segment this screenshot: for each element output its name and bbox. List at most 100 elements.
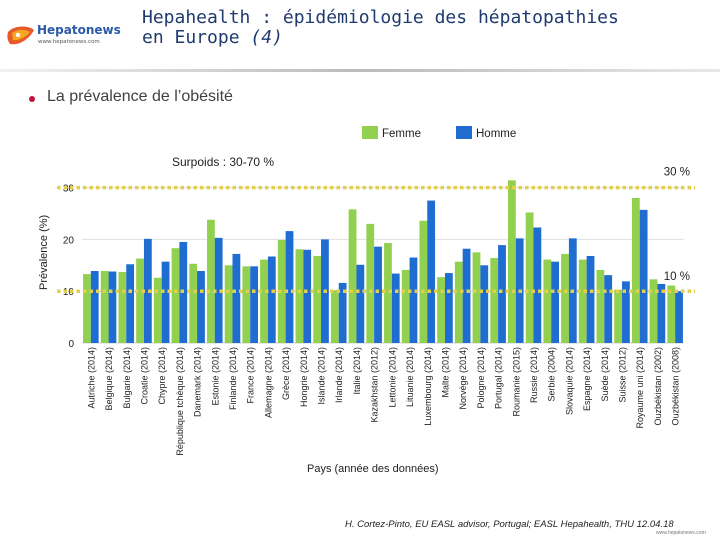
title-suffix: (4) bbox=[250, 27, 283, 48]
x-tick-label: Roumanie (2015) bbox=[511, 347, 521, 417]
bar-femme bbox=[83, 274, 91, 343]
chart-bars bbox=[83, 180, 683, 343]
x-tick-label: Grèce (2014) bbox=[281, 347, 291, 400]
x-tick-label: France (2014) bbox=[246, 347, 256, 404]
bar-homme bbox=[622, 281, 630, 343]
y-tick-label: 0 bbox=[68, 339, 74, 350]
bar-homme bbox=[639, 209, 648, 343]
bar-homme bbox=[391, 273, 400, 343]
bar-femme bbox=[330, 290, 339, 343]
bar-homme bbox=[444, 273, 453, 343]
bar-homme bbox=[90, 271, 99, 343]
bar-homme bbox=[657, 283, 666, 343]
legend-swatch-homme bbox=[456, 126, 472, 139]
bar-homme bbox=[533, 227, 542, 343]
x-tick-label: Chypre (2014) bbox=[157, 347, 167, 405]
bar-femme bbox=[401, 269, 410, 343]
bar-homme bbox=[267, 256, 276, 343]
bar-homme bbox=[232, 253, 241, 343]
x-tick-label: Norvège (2014) bbox=[458, 347, 468, 410]
bar-femme bbox=[667, 285, 676, 343]
bar-homme bbox=[462, 248, 471, 343]
bar-homme bbox=[285, 231, 294, 343]
bar-femme bbox=[649, 279, 658, 343]
x-tick-label: Hongrie (2014) bbox=[299, 347, 309, 407]
bullet-text: La prévalence de l’obésité bbox=[47, 88, 233, 105]
x-tick-label: Portugal (2014) bbox=[494, 347, 504, 409]
legend-swatch-femme bbox=[362, 126, 378, 139]
x-tick-label: Bulgarie (2014) bbox=[122, 347, 132, 409]
bar-femme bbox=[295, 249, 304, 343]
x-tick-label: Belgique (2014) bbox=[104, 347, 114, 411]
bar-homme bbox=[143, 238, 152, 343]
bar-homme bbox=[250, 266, 258, 343]
bullet-dot-icon bbox=[29, 96, 35, 102]
y-axis-title: Prévalence (%) bbox=[38, 215, 50, 290]
reference-label-10: 10 % bbox=[664, 271, 690, 283]
bar-femme bbox=[260, 259, 268, 343]
x-tick-label: Lettonie (2014) bbox=[387, 347, 397, 408]
bar-femme bbox=[543, 259, 552, 343]
x-axis-title: Pays (année des données) bbox=[307, 463, 438, 475]
bar-femme bbox=[313, 255, 322, 343]
bar-femme bbox=[366, 223, 375, 343]
x-tick-label: Luxembourg (2014) bbox=[423, 347, 433, 426]
chart-legend: Femme Homme bbox=[362, 126, 516, 140]
x-tick-label: Malte (2014) bbox=[440, 347, 450, 398]
hepatonews-logo-icon bbox=[7, 26, 34, 45]
bar-homme bbox=[480, 265, 489, 343]
legend-label-femme: Femme bbox=[382, 128, 421, 140]
chart-subtitle: Surpoids : 30-70 % bbox=[172, 155, 274, 169]
x-tick-label: Lituanie (2014) bbox=[405, 347, 415, 407]
bar-femme bbox=[136, 258, 144, 343]
bar-homme bbox=[126, 264, 135, 343]
bar-homme bbox=[604, 275, 613, 343]
bar-femme bbox=[561, 253, 569, 343]
x-tick-label: Danemark (2014) bbox=[193, 347, 203, 417]
x-tick-label: Kazakhstan (2012) bbox=[370, 347, 380, 423]
bar-homme bbox=[197, 271, 205, 343]
bar-homme bbox=[427, 200, 436, 343]
title-line-2-text: en Europe bbox=[142, 27, 240, 48]
reference-label-30: 30 % bbox=[664, 167, 690, 179]
bar-homme bbox=[214, 237, 223, 343]
page-title: Hepahealth : épidémiologie des hépatopat… bbox=[142, 8, 717, 48]
bar-homme bbox=[409, 257, 418, 343]
bar-femme bbox=[100, 271, 109, 343]
title-divider bbox=[0, 69, 720, 72]
bar-femme bbox=[118, 272, 127, 343]
bar-homme bbox=[675, 291, 683, 343]
x-tick-label: Suisse (2012) bbox=[618, 347, 628, 403]
title-line-1: Hepahealth : épidémiologie des hépatopat… bbox=[142, 7, 619, 28]
title-line-2: en Europe (4) bbox=[142, 28, 717, 48]
x-tick-label: Irlande (2014) bbox=[334, 347, 344, 403]
bar-femme bbox=[578, 259, 587, 343]
x-tick-label: République tchèque (2014) bbox=[175, 347, 185, 456]
bar-femme bbox=[437, 277, 445, 343]
logo-name: Hepatonews bbox=[37, 23, 121, 37]
bar-homme bbox=[586, 255, 595, 343]
bar-femme bbox=[153, 277, 162, 343]
bar-femme bbox=[207, 219, 215, 343]
logo-url: www.hepatonews.com bbox=[38, 39, 100, 45]
bar-femme bbox=[631, 197, 640, 343]
bar-homme bbox=[374, 246, 382, 343]
bar-homme bbox=[161, 261, 170, 343]
bar-femme bbox=[277, 239, 286, 343]
bar-homme bbox=[356, 264, 365, 343]
bar-femme bbox=[384, 243, 392, 343]
bar-femme bbox=[189, 263, 198, 343]
bar-femme bbox=[242, 266, 251, 343]
bar-homme bbox=[338, 282, 347, 343]
x-tick-label: Serbie (2004) bbox=[547, 347, 557, 402]
chart-reference-lines: 30 % 10 % bbox=[57, 167, 695, 293]
x-tick-label: Islande (2014) bbox=[317, 347, 327, 405]
y-tick-label: 20 bbox=[63, 235, 75, 246]
bar-femme bbox=[596, 269, 605, 343]
x-tick-label: Royaume uni (2014) bbox=[635, 347, 645, 429]
x-tick-label: Croatie (2014) bbox=[139, 347, 149, 405]
x-tick-label: Suède (2014) bbox=[600, 347, 610, 402]
x-tick-label: Slovaquie (2014) bbox=[564, 347, 574, 415]
x-tick-label: Russie (2014) bbox=[529, 347, 539, 403]
